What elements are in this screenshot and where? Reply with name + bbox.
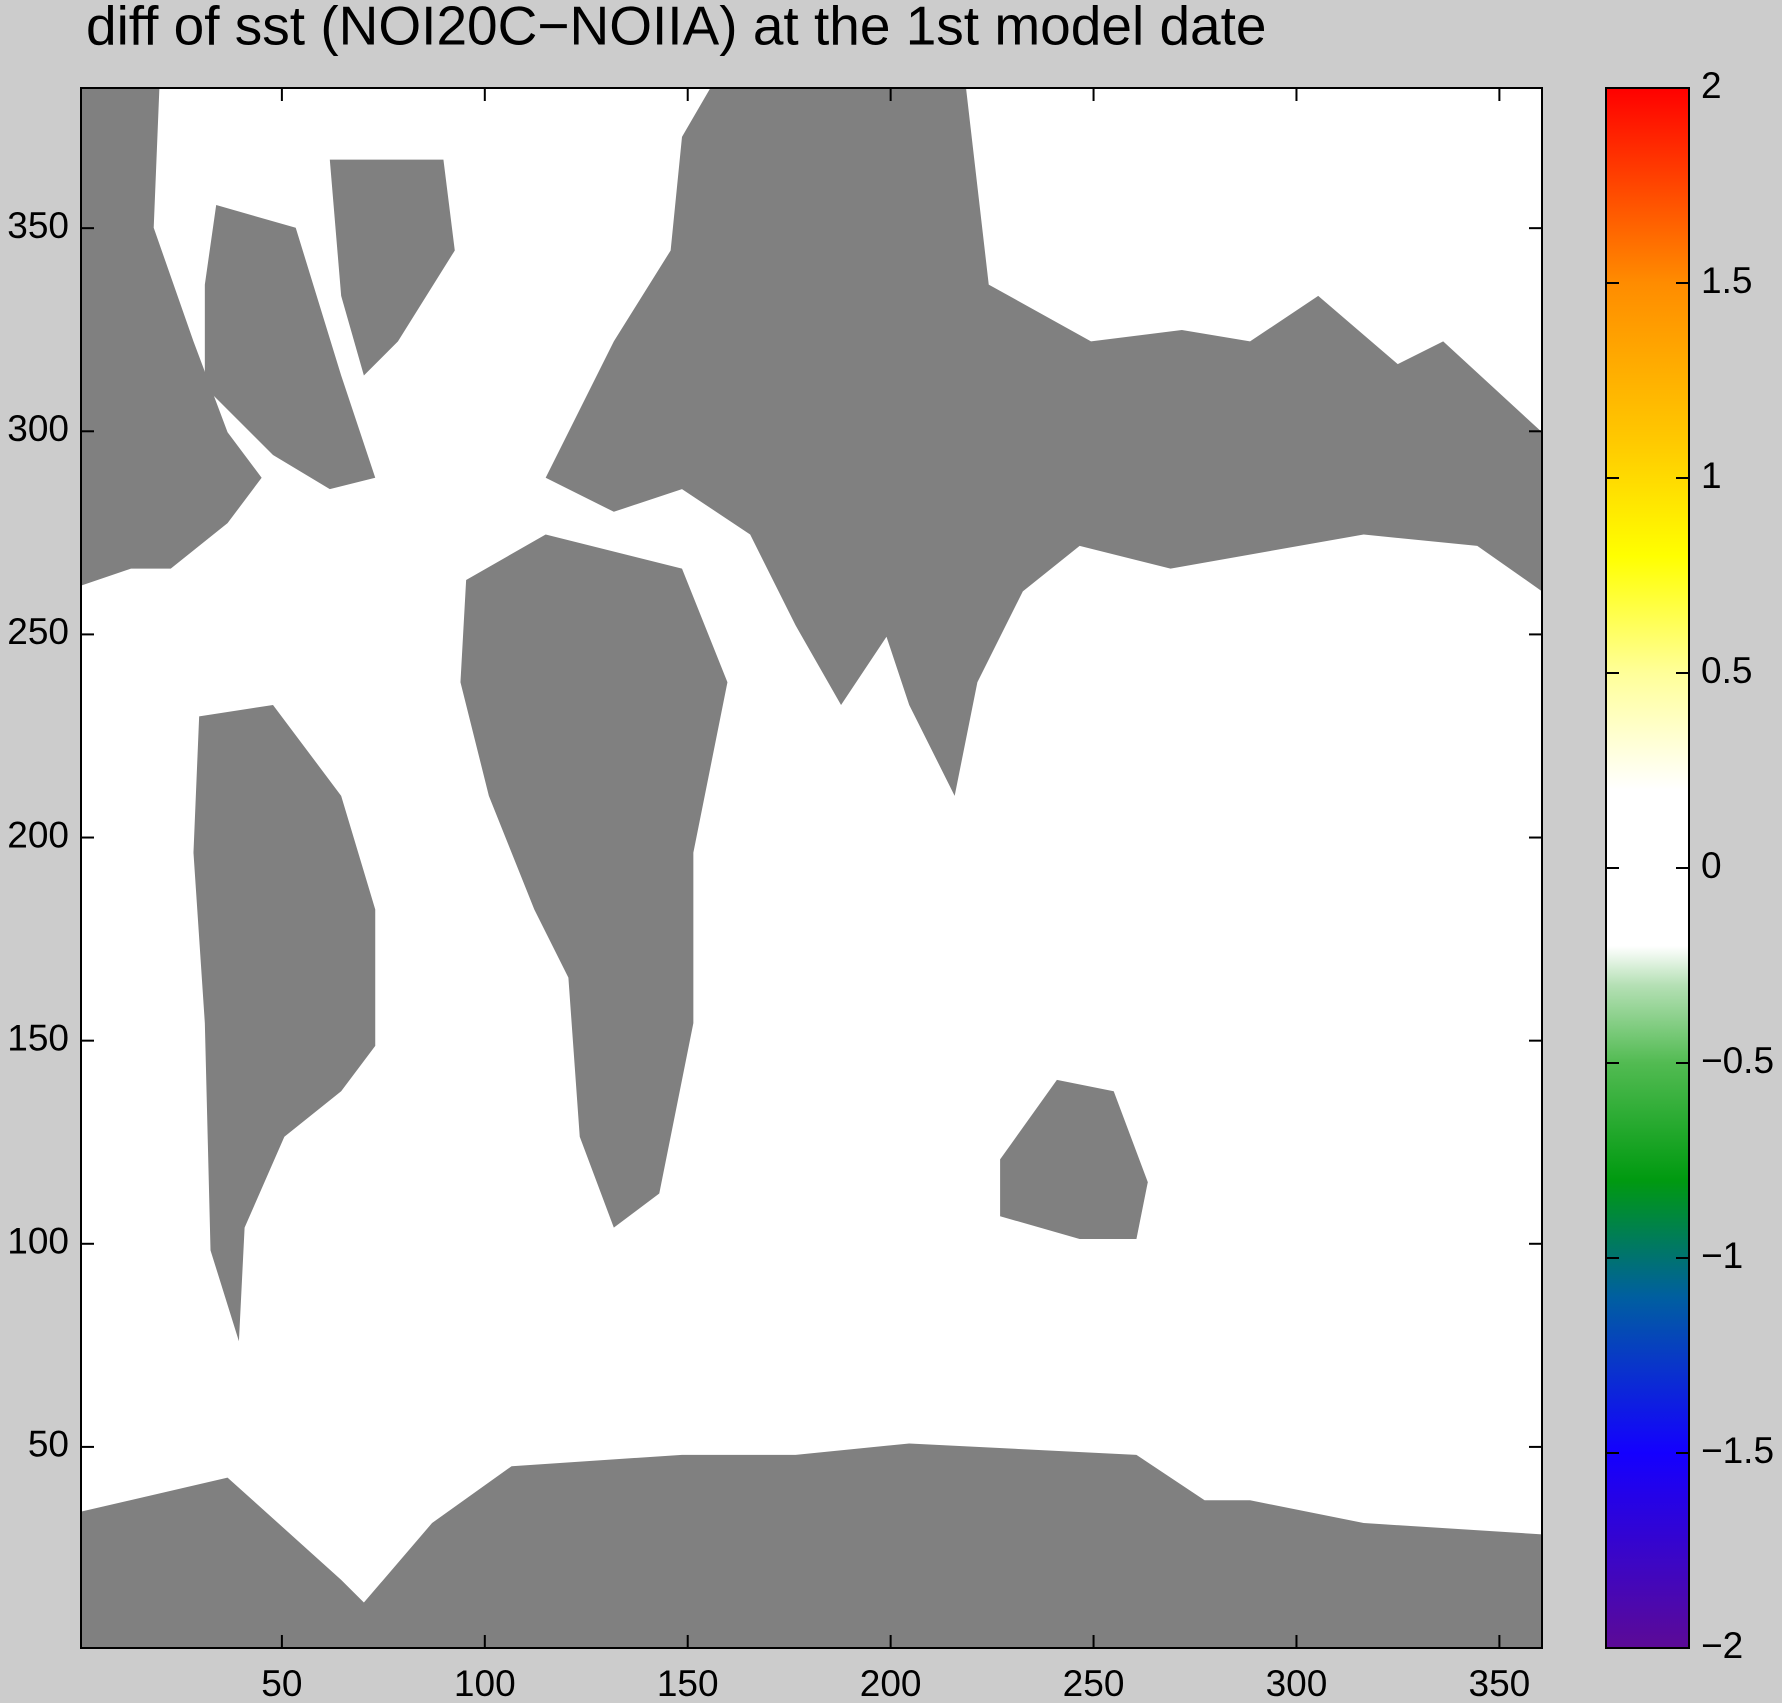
x-tick-label: 50 (261, 1663, 302, 1703)
y-tick-label: 150 (7, 1017, 69, 1058)
y-tick-label: 50 (28, 1424, 69, 1465)
colorbar-tick-label: 0 (1701, 845, 1722, 886)
colorbar-tick-label: −1 (1701, 1235, 1743, 1276)
land-mass (204, 205, 376, 490)
colorbar-tick-label: 1.5 (1701, 260, 1752, 301)
colorbar-tick-label: 1 (1701, 455, 1722, 496)
y-tick-label: 250 (7, 611, 69, 652)
land (81, 88, 1543, 1649)
colorbar-tick-label: 0.5 (1701, 650, 1752, 691)
x-tick-label: 150 (657, 1663, 719, 1703)
chart-title: diff of sst (NOI20C−NOIIA) at the 1st mo… (86, 0, 1267, 57)
colorbar-tick-label: −1.5 (1701, 1430, 1774, 1471)
x-tick-label: 100 (454, 1663, 516, 1703)
plot-frame (80, 87, 1543, 1649)
land-mass (81, 1443, 1543, 1649)
land-mass (81, 88, 262, 586)
y-tick-label: 200 (7, 814, 69, 855)
land-mass (193, 704, 376, 1342)
land-mass (329, 159, 455, 376)
colorbar-tick-label: −0.5 (1701, 1040, 1774, 1081)
y-tick-label: 100 (7, 1221, 69, 1262)
land-mass (545, 88, 1543, 796)
land-mass (460, 534, 728, 1228)
x-tick-label: 200 (860, 1663, 922, 1703)
x-tick-label: 250 (1063, 1663, 1125, 1703)
colorbar-tick-label: −2 (1701, 1625, 1743, 1666)
y-tick-label: 300 (7, 408, 69, 449)
land-mass (1000, 1079, 1148, 1239)
x-tick-label: 300 (1266, 1663, 1328, 1703)
colorbar-tick-label: 2 (1701, 65, 1722, 106)
x-tick-label: 350 (1469, 1663, 1531, 1703)
y-tick-label: 350 (7, 205, 69, 246)
